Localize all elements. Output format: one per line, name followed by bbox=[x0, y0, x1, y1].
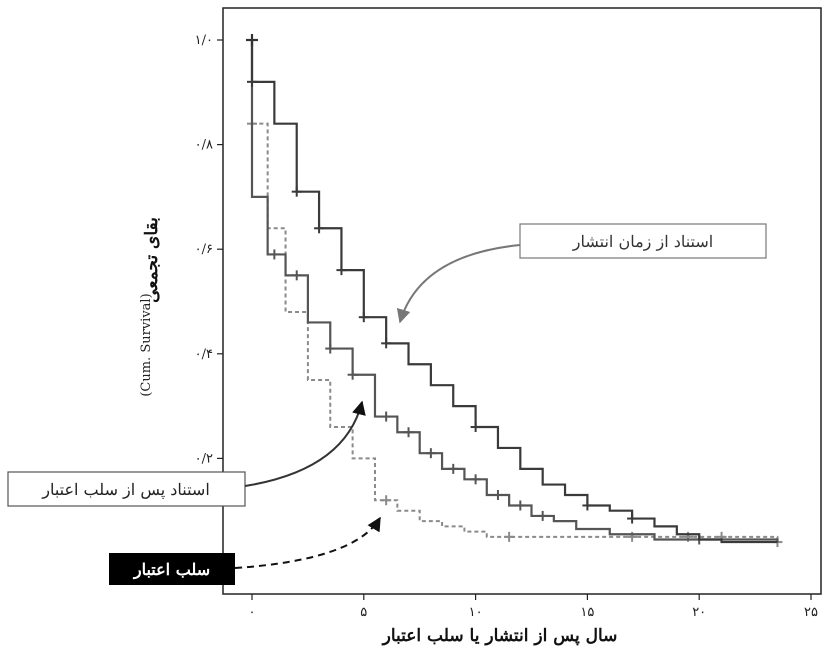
censor-mark-publication bbox=[247, 76, 257, 87]
censor-mark-after-retraction bbox=[470, 474, 481, 485]
y-axis-title-latin: (Cum. Survival) bbox=[139, 293, 154, 396]
x-axis-title: سال پس از انتشار یا سلب اعتبار bbox=[381, 626, 618, 646]
annotation-publication-box bbox=[519, 223, 767, 259]
annotation-after-retraction-label: استناد پس از سلب اعتبار bbox=[41, 480, 210, 499]
censor-mark-after-retraction bbox=[448, 463, 459, 474]
annotation-retraction-arrow bbox=[234, 516, 381, 569]
censor-mark-publication bbox=[470, 422, 481, 433]
series-line-retraction bbox=[251, 40, 779, 543]
x-tick-label: ۵ bbox=[360, 605, 367, 620]
annotation-retraction-box bbox=[109, 553, 235, 585]
censor-mark-after-retraction bbox=[403, 427, 414, 438]
annotation-publication-arrow bbox=[396, 244, 521, 324]
series-layer bbox=[246, 34, 783, 548]
x-tick-label: ۱۰ bbox=[469, 605, 483, 620]
censor-mark-after-retraction bbox=[515, 500, 526, 511]
plot-frame bbox=[222, 7, 822, 595]
y-tick-label: ۰/۴ bbox=[195, 347, 213, 362]
censor-mark-after-retraction bbox=[269, 249, 280, 260]
censor-mark-publication bbox=[336, 265, 347, 276]
series-line-publication bbox=[250, 40, 778, 544]
annotation-after-retraction-arrow bbox=[244, 400, 366, 487]
x-tick-label: ۲۰ bbox=[692, 605, 706, 620]
x-tick-label: ۲۵ bbox=[804, 605, 818, 620]
censor-mark-after-retraction bbox=[492, 490, 503, 501]
censor-mark-publication bbox=[627, 513, 638, 524]
y-tick-label: ۰/۸ bbox=[195, 138, 213, 153]
annotation-publication: استناد از زمان انتشار bbox=[396, 223, 767, 324]
y-tick-label: ۱/۰ bbox=[195, 33, 213, 48]
y-axis-title: بقای تجمعی bbox=[142, 217, 162, 303]
censor-mark-publication bbox=[314, 223, 325, 234]
censor-mark-after-retraction bbox=[347, 369, 358, 380]
annotation-retraction: سلب اعتبار bbox=[109, 516, 381, 585]
annotation-after-retraction: استناد پس از سلب اعتبار bbox=[7, 400, 366, 507]
censor-mark-after-retraction bbox=[381, 411, 392, 422]
censor-mark-publication bbox=[291, 186, 302, 197]
annotation-after-retraction-box bbox=[7, 471, 246, 507]
censor-mark-publication bbox=[358, 312, 369, 323]
censor-mark-after-retraction bbox=[537, 510, 548, 521]
annotation-publication-label: استناد از زمان انتشار bbox=[572, 232, 713, 251]
start-point-marker bbox=[246, 34, 258, 46]
annotation-retraction-label: سلب اعتبار bbox=[133, 560, 210, 580]
y-tick-label: ۰/۶ bbox=[195, 242, 213, 257]
censor-mark-publication bbox=[582, 500, 593, 511]
x-tick-label: ۰ bbox=[249, 605, 256, 620]
censor-mark-after-retraction bbox=[325, 343, 336, 354]
censor-mark-retraction bbox=[504, 531, 515, 542]
y-tick-label: ۰/۲ bbox=[195, 451, 213, 466]
censor-mark-after-retraction bbox=[291, 270, 302, 281]
x-tick-label: ۱۵ bbox=[580, 605, 594, 620]
censor-mark-publication bbox=[381, 338, 392, 349]
censor-mark-after-retraction bbox=[425, 448, 436, 459]
series-line-after-retraction bbox=[250, 40, 779, 543]
axis-ticks: ۰ ۵ ۱۰ ۱۵ ۲۰ ۲۵ ۰/۲ ۰/۴ ۰/۶ ۰/۸ ۱/۰ bbox=[195, 33, 818, 620]
censor-mark-retraction bbox=[381, 495, 392, 506]
